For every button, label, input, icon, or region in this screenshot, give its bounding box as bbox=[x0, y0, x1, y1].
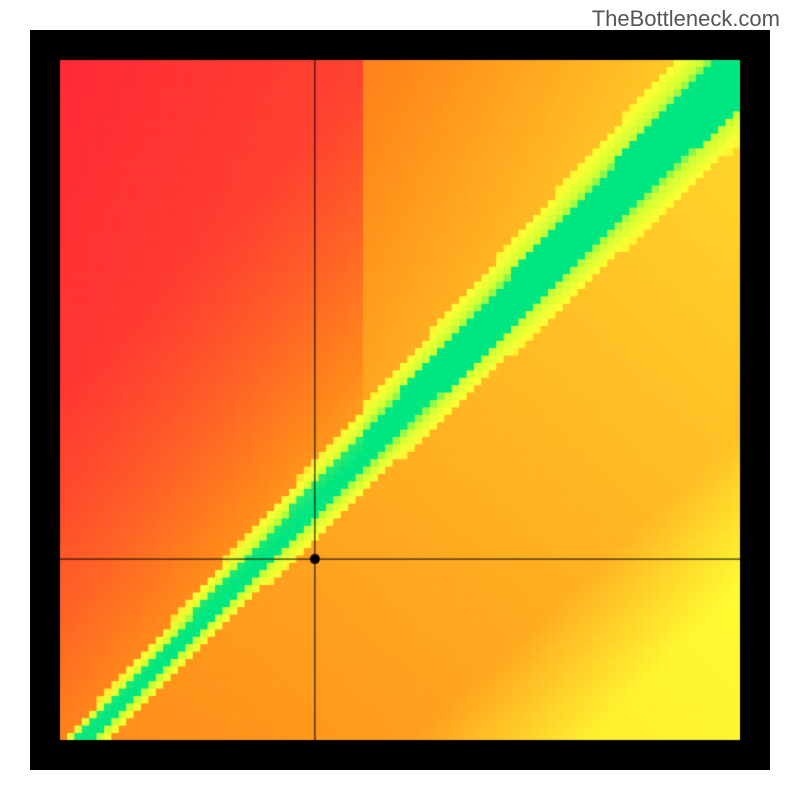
heatmap-canvas bbox=[30, 30, 770, 770]
watermark-text: TheBottleneck.com bbox=[592, 6, 780, 32]
bottleneck-heatmap bbox=[30, 30, 770, 770]
